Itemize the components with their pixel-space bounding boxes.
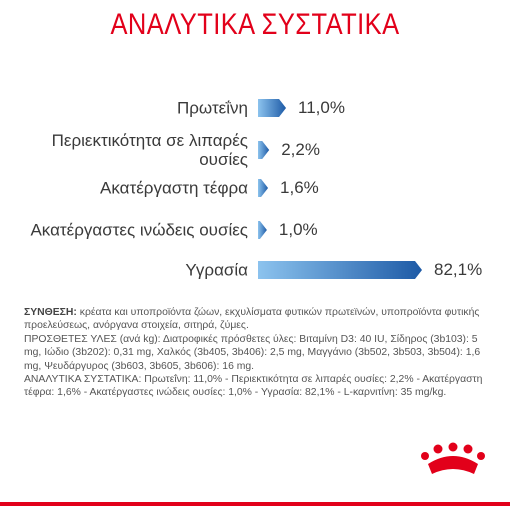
value-label: 1,0%: [278, 220, 318, 239]
bottom-line: [0, 502, 510, 506]
composition-text: κρέατα και υποπροϊόντα ζώων, εκχυλίσματα…: [24, 307, 480, 332]
value-label: 2,2%: [281, 140, 320, 159]
bar: [258, 221, 267, 239]
analysis: ΑΝΑΛΥΤΙΚΑ ΣΥΣΤΑΤΙΚΑ: Πρωτεΐνη: 11,0% - Π…: [24, 374, 483, 399]
bars: [258, 99, 422, 279]
value-label: 82,1%: [434, 260, 483, 279]
bar: [258, 99, 287, 117]
category-label: Πρωτεΐνη: [176, 98, 248, 118]
category-label: Υγρασία: [185, 260, 248, 280]
bar: [258, 179, 269, 197]
crown-logo: [421, 442, 485, 474]
bar: [258, 261, 422, 279]
category-label: Περιεκτικότητα σε λιπαρές ουσίες: [51, 131, 248, 169]
bar: [258, 141, 270, 159]
category-label: Ακατέργαστες ινώδεις ουσίες: [30, 220, 248, 240]
value-label: 11,0%: [298, 98, 345, 117]
logo-area: [0, 442, 510, 506]
composition: ΣΥΝΘΕΣΗ: κρέατα και υποπροϊόντα ζώων, εκ…: [24, 306, 486, 333]
additives: ΠΡΟΣΘΕΤΕΣ ΥΛΕΣ (ανά kg): Διατροφικές πρό…: [24, 333, 481, 372]
category-label: Ακατέργαστη τέφρα: [100, 178, 248, 198]
footer-text: ΣΥΝΘΕΣΗ: κρέατα και υποπροϊόντα ζώων, εκ…: [24, 306, 486, 400]
value-label: 1,6%: [280, 178, 319, 197]
composition-label: ΣΥΝΘΕΣΗ:: [24, 307, 77, 318]
chart-title: ΑΝΑΛΥΤΙΚΑ ΣΥΣΤΑΤΙΚΑ: [110, 8, 400, 41]
